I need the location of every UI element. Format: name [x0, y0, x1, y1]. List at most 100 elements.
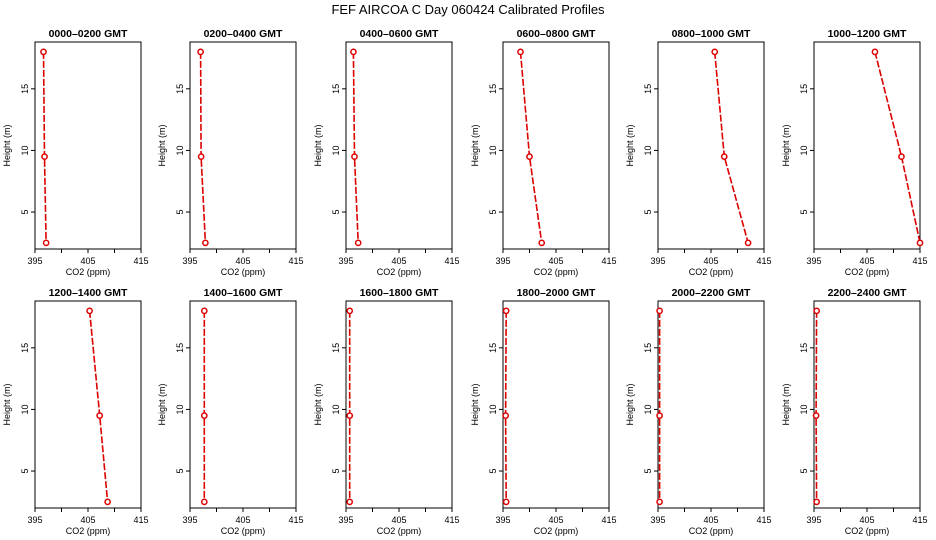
x-tick-label: 405 [703, 515, 718, 525]
panel-title: 2200–2400 GMT [828, 287, 907, 299]
x-tick-label: 415 [288, 256, 303, 266]
data-point [200, 307, 208, 315]
y-axis-label: Height (m) [157, 124, 167, 166]
y-tick-label: 10 [20, 145, 30, 155]
figure-title: FEF AIRCOA C Day 060424 Calibrated Profi… [331, 2, 605, 17]
x-axis-label: CO2 (ppm) [534, 526, 579, 536]
panel-title: 0600–0800 GMT [517, 28, 596, 40]
data-point [346, 498, 354, 506]
y-tick-label: 10 [799, 404, 809, 414]
panel-title: 1200–1400 GMT [49, 287, 128, 299]
panel-2: 0200–0400 GMT 395 405 415 5 10 15 CO2 (ppm) Heig… [157, 28, 304, 277]
y-tick-label: 5 [488, 469, 498, 474]
y-tick-label: 15 [488, 343, 498, 353]
profile-line [815, 310, 818, 502]
panel-frame [657, 300, 765, 509]
y-tick-label: 15 [331, 84, 341, 94]
x-tick-label: 395 [182, 515, 197, 525]
x-tick-label: 405 [548, 256, 563, 266]
x-tick-label: 395 [495, 256, 510, 266]
panel-9: 1600–1800 GMT 395 405 415 5 10 15 CO2 (ppm) Heig… [313, 287, 460, 536]
y-tick-label: 10 [799, 145, 809, 155]
y-tick-label: 15 [488, 84, 498, 94]
y-tick-label: 10 [488, 145, 498, 155]
y-tick-label: 15 [799, 343, 809, 353]
data-point [502, 307, 510, 315]
data-point [200, 498, 208, 506]
data-point [104, 498, 111, 506]
y-axis-label: Height (m) [625, 383, 635, 425]
data-point [813, 498, 821, 506]
panel-11: 2000–2200 GMT 395 405 415 5 10 15 CO2 (ppm) Heig… [625, 287, 772, 536]
y-tick-label: 15 [20, 343, 30, 353]
y-axis-label: Height (m) [625, 124, 635, 166]
data-point [86, 307, 93, 315]
y-tick-label: 5 [643, 210, 653, 215]
panel-6: 1000–1200 GMT 395 405 415 5 10 15 CO2 (ppm) Heig… [781, 28, 928, 277]
panel-4: 0600–0800 GMT 395 405 415 5 10 15 CO2 (ppm) Heig… [470, 28, 617, 277]
panel-title: 0800–1000 GMT [672, 28, 751, 40]
x-axis-label: CO2 (ppm) [221, 526, 266, 536]
data-point [656, 307, 663, 315]
panel-frame [345, 300, 453, 509]
x-axis-label: CO2 (ppm) [66, 267, 111, 277]
y-tick-label: 5 [20, 210, 30, 215]
x-tick-label: 395 [650, 256, 665, 266]
y-tick-label: 10 [331, 145, 341, 155]
x-tick-label: 405 [703, 256, 718, 266]
data-point [656, 498, 663, 506]
data-point [197, 48, 204, 56]
data-point [813, 307, 821, 315]
y-tick-label: 5 [175, 210, 185, 215]
x-tick-label: 395 [338, 256, 353, 266]
x-tick-label: 415 [601, 256, 616, 266]
data-point [350, 48, 357, 56]
panel-title: 0400–0600 GMT [360, 28, 439, 40]
x-tick-label: 415 [133, 256, 148, 266]
x-tick-label: 415 [756, 256, 771, 266]
data-point [538, 239, 546, 247]
y-tick-label: 15 [799, 84, 809, 94]
y-tick-label: 15 [643, 343, 653, 353]
y-tick-label: 5 [799, 469, 809, 474]
data-point [346, 307, 354, 315]
y-tick-label: 5 [331, 469, 341, 474]
data-point [40, 48, 47, 56]
x-axis-label: CO2 (ppm) [845, 267, 890, 277]
y-axis-label: Height (m) [157, 383, 167, 425]
panel-title: 1600–1800 GMT [360, 287, 439, 299]
panel-title: 2000–2200 GMT [672, 287, 751, 299]
x-tick-label: 405 [235, 256, 250, 266]
panel-1: 0000–0200 GMT 395 405 415 5 10 15 CO2 (ppm) Heig… [2, 28, 149, 277]
y-tick-label: 15 [175, 84, 185, 94]
data-point [898, 153, 905, 160]
profile-line [88, 310, 109, 502]
x-tick-label: 415 [444, 256, 459, 266]
y-tick-label: 15 [175, 343, 185, 353]
x-axis-label: CO2 (ppm) [689, 267, 734, 277]
panel-frame [189, 300, 297, 509]
y-axis-label: Height (m) [313, 383, 323, 425]
x-tick-label: 415 [133, 515, 148, 525]
profile-line [352, 51, 359, 243]
data-point [502, 498, 510, 506]
y-tick-label: 10 [175, 404, 185, 414]
y-tick-label: 10 [175, 145, 185, 155]
y-tick-label: 5 [799, 210, 809, 215]
x-tick-label: 405 [391, 515, 406, 525]
x-axis-label: CO2 (ppm) [377, 526, 422, 536]
x-tick-label: 415 [912, 256, 927, 266]
data-point [351, 153, 358, 160]
profile-line [199, 51, 207, 243]
x-axis-label: CO2 (ppm) [377, 267, 422, 277]
x-tick-label: 405 [391, 256, 406, 266]
y-axis-label: Height (m) [313, 124, 323, 166]
y-tick-label: 5 [643, 469, 653, 474]
y-tick-label: 15 [20, 84, 30, 94]
y-axis-label: Height (m) [781, 383, 791, 425]
panel-title: 1000–1200 GMT [828, 28, 907, 40]
panel-title: 1400–1600 GMT [204, 287, 283, 299]
data-point [711, 48, 719, 56]
